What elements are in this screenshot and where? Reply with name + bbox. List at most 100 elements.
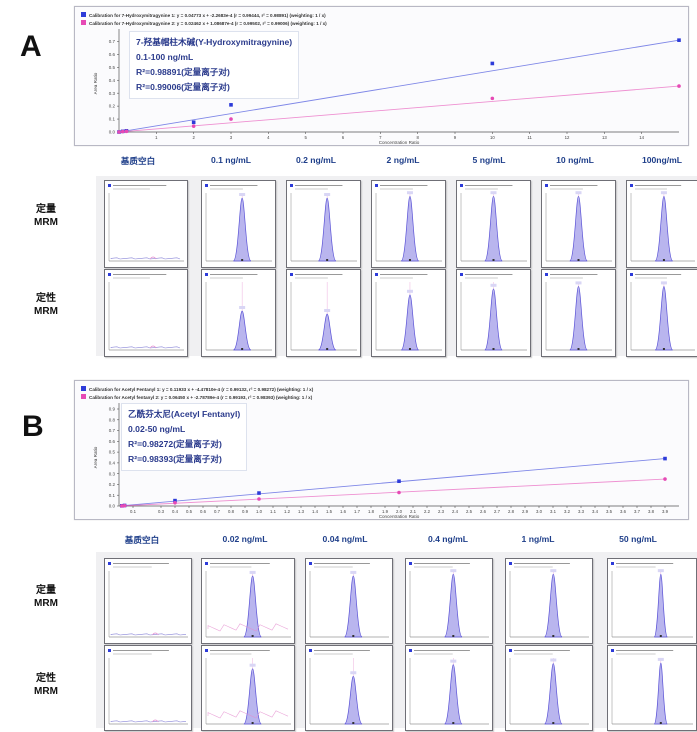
legend-marker-a-1 — [81, 20, 86, 25]
fit-line-b-0 — [121, 458, 666, 507]
chromatogram-a-qual-3-plot — [375, 273, 442, 351]
chromatogram-a-qual-6 — [626, 269, 697, 357]
chromatogram-b-qual-2-hdr-icon — [309, 649, 312, 652]
x-tick-label-b-36: 3.8 — [648, 509, 655, 514]
legend-marker-b-0 — [81, 386, 86, 391]
chromatogram-a-qual-2-peak — [318, 313, 337, 351]
chromatogram-b-qual-3 — [405, 645, 493, 731]
chromatogram-a-quant-3 — [371, 180, 446, 268]
chromatogram-b-qual-3-plot — [409, 649, 489, 725]
chromatogram-a-qual-0-noise — [110, 346, 181, 349]
chromatogram-b-qual-5-rt-tick — [659, 722, 662, 724]
x-tick-label-a-4: 5 — [304, 135, 307, 140]
chromatogram-b-qual-1-hdr-icon — [205, 649, 208, 652]
x-tick-label-a-7: 8 — [416, 135, 419, 140]
x-tick-label-b-6: 0.8 — [228, 509, 235, 514]
chromatogram-a-qual-0-plot — [108, 273, 184, 351]
y-tick-label-b-6: 0.6 — [109, 439, 116, 444]
chromatogram-a-qual-5 — [541, 269, 616, 357]
point-b-0-3 — [257, 491, 261, 495]
x-tick-label-b-25: 2.7 — [494, 509, 501, 514]
chromatogram-a-quant-6-label-tag — [660, 191, 667, 195]
point-b-0-4 — [397, 479, 401, 484]
chromatogram-b-quant-5-label-tag — [657, 569, 664, 573]
point-b-1-0 — [120, 504, 124, 508]
y-tick-label-b-1: 0.1 — [109, 493, 116, 498]
chromatogram-a-quant-1 — [201, 180, 276, 268]
chromatogram-a-qual-6-peak — [654, 286, 674, 351]
chromatogram-a-quant-4-label-tag — [490, 191, 497, 195]
chromatogram-a-quant-1-peak — [233, 197, 252, 262]
chromatogram-a-quant-4 — [456, 180, 531, 268]
x-tick-label-b-3: 0.5 — [186, 509, 193, 514]
chromatogram-a-quant-5-hdr-icon — [545, 184, 548, 187]
x-axis-label-b: Concentration Ratio — [379, 514, 420, 519]
point-a-0-6 — [677, 38, 681, 42]
chromatogram-b-quant-1-noise — [207, 623, 289, 632]
chromatogram-a-quant-3-peak — [400, 195, 420, 262]
chromatogram-a-qual-4-plot — [460, 273, 527, 351]
y-tick-label-a-1: 0.1 — [109, 117, 116, 122]
chromatogram-a-quant-3-plot — [375, 184, 442, 262]
chromatogram-a-qual-4-hdr-icon — [460, 273, 463, 276]
point-b-1-3 — [257, 497, 261, 501]
chromatogram-a-quant-4-rt-tick — [492, 259, 495, 261]
y-tick-label-b-5: 0.5 — [109, 450, 116, 455]
chromatogram-a-quant-0 — [104, 180, 188, 268]
chromatogram-b-qual-3-label-tag — [450, 659, 457, 663]
annotation-box-b: 乙酰芬太尼(Acetyl Fentanyl) 0.02-50 ng/mL R²=… — [121, 403, 248, 471]
concentration-label-b-4: 1 ng/mL — [521, 534, 555, 544]
chromatogram-b-quant-0-noise — [110, 633, 187, 636]
chromatogram-b-qual-0-hdr-icon — [108, 649, 111, 652]
calibration-plot-b: Calibration for Acetyl Fentanyl 1: y = 0… — [81, 386, 679, 519]
chromatogram-b-qual-0-noise — [110, 720, 187, 723]
chromatogram-b-qual-4-rt-tick — [552, 722, 555, 724]
x-tick-label-b-4: 0.6 — [200, 509, 207, 514]
chromatogram-b-quant-5-hdr-icon — [611, 562, 614, 565]
chromatogram-b-qual-3-peak — [444, 664, 463, 725]
chromatogram-b-qual-5-plot — [611, 649, 693, 725]
legend-text-a-1: Calibration for 7-Hydroxymitragynine 2: … — [89, 21, 327, 26]
r2-qual-b: R²=0.98393(定量离子对) — [128, 454, 222, 464]
point-a-1-0 — [117, 130, 121, 134]
chromatogram-b-quant-4 — [505, 558, 593, 644]
y-tick-label-b-7: 0.7 — [109, 428, 116, 433]
point-b-1-1 — [122, 503, 127, 508]
chromatogram-a-quant-2 — [286, 180, 361, 268]
y-tick-label-b-0: 0.0 — [109, 504, 116, 509]
chromatogram-b-qual-2-rt-tick — [352, 722, 355, 724]
chromatogram-b-qual-3-hdr-icon — [409, 649, 412, 652]
point-a-1-3 — [191, 124, 196, 128]
x-tick-label-b-32: 3.4 — [592, 509, 599, 514]
row-label-a-quant: 定量 MRM — [34, 204, 58, 228]
concentration-label-a-6: 100ng/mL — [641, 155, 683, 165]
point-b-1-5 — [663, 477, 667, 481]
x-tick-label-b-22: 2.4 — [452, 509, 459, 514]
point-a-1-2 — [124, 129, 129, 134]
chromatogram-a-qual-5-plot — [545, 273, 612, 351]
concentration-label-a-0: 基质空白 — [120, 156, 156, 166]
x-tick-label-b-10: 1.2 — [284, 509, 291, 514]
x-tick-label-b-23: 2.5 — [466, 509, 473, 514]
chromatogram-b-quant-3-peak — [444, 573, 463, 638]
chromatogram-a-qual-3 — [371, 269, 446, 357]
x-tick-label-b-12: 1.4 — [312, 509, 319, 514]
chromatogram-a-qual-6-label-tag — [660, 281, 667, 285]
chromatogram-a-qual-1-plot — [205, 273, 272, 351]
x-tick-label-b-11: 1.3 — [298, 509, 305, 514]
r2-quant-a: R²=0.98891(定量离子对) — [136, 67, 230, 77]
y-axis-label-b: Area Ratio — [93, 446, 98, 468]
chromatogram-a-quant-6 — [626, 180, 697, 268]
chromatogram-a-qual-4-peak — [484, 288, 503, 351]
y-tick-label-a-7: 0.7 — [109, 39, 116, 44]
point-a-0-3 — [191, 120, 196, 125]
row-label-b-quant: 定量 MRM — [34, 585, 58, 609]
chromatogram-a-qual-2-label-tag — [324, 309, 331, 312]
chromatogram-a-quant-4-hdr-icon — [460, 184, 463, 187]
y-tick-label-a-5: 0.5 — [109, 65, 116, 70]
chromatogram-a-quant-0-noise — [110, 257, 181, 260]
x-tick-label-b-7: 0.9 — [242, 509, 249, 514]
y-tick-label-a-2: 0.2 — [109, 104, 116, 109]
chromatogram-a-quant-1-label-tag — [239, 193, 246, 196]
x-tick-label-b-0: 0.1 — [130, 509, 137, 514]
